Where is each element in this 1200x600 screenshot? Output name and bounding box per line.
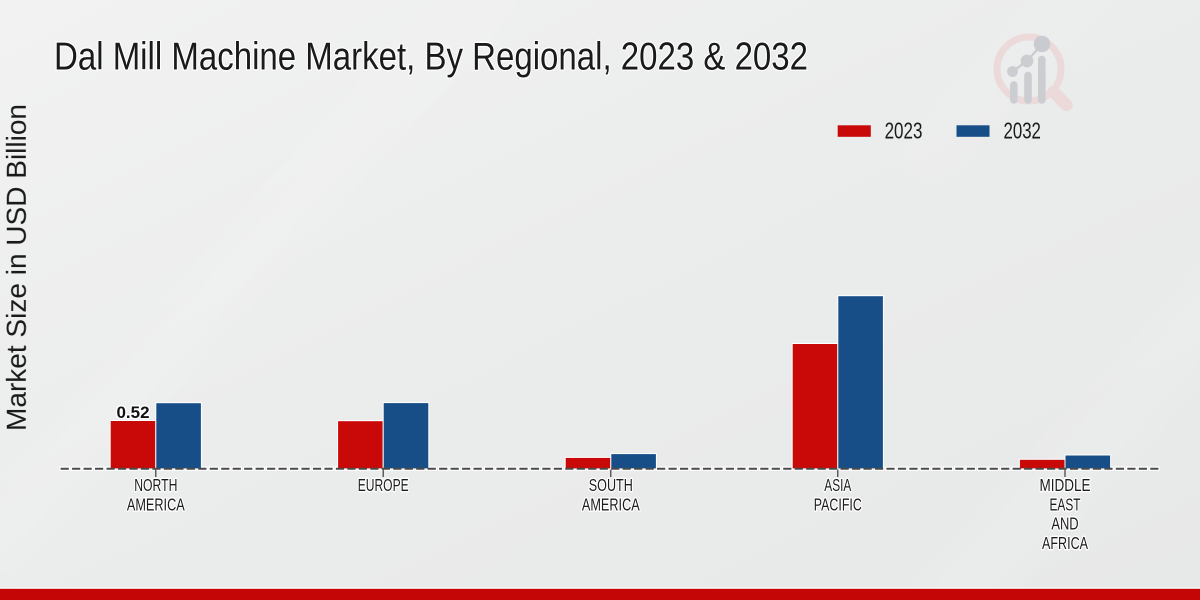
svg-text:AFRICA: AFRICA bbox=[1042, 533, 1088, 553]
svg-text:ASIA: ASIA bbox=[824, 475, 851, 495]
svg-text:0.52: 0.52 bbox=[117, 403, 150, 422]
svg-text:AND: AND bbox=[1051, 514, 1078, 534]
svg-text:NORTH: NORTH bbox=[134, 475, 177, 495]
svg-text:EUROPE: EUROPE bbox=[358, 475, 409, 495]
svg-text:AMERICA: AMERICA bbox=[127, 494, 185, 514]
svg-text:EAST: EAST bbox=[1050, 494, 1081, 514]
svg-text:AMERICA: AMERICA bbox=[582, 494, 640, 514]
svg-text:Market Size in USD Billion: Market Size in USD Billion bbox=[1, 104, 32, 431]
svg-text:SOUTH: SOUTH bbox=[589, 475, 633, 495]
svg-text:2032: 2032 bbox=[1004, 118, 1041, 144]
svg-text:Dal Mill Machine Market, By Re: Dal Mill Machine Market, By Regional, 20… bbox=[54, 35, 808, 78]
svg-text:MIDDLE: MIDDLE bbox=[1040, 475, 1091, 495]
svg-text:PACIFIC: PACIFIC bbox=[814, 494, 862, 514]
svg-text:2023: 2023 bbox=[885, 118, 923, 144]
